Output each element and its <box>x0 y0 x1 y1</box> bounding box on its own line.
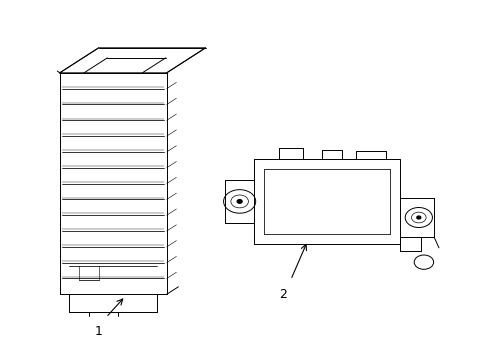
Text: 1: 1 <box>95 325 102 338</box>
Circle shape <box>416 216 420 219</box>
Circle shape <box>237 200 242 203</box>
Text: 2: 2 <box>279 288 287 301</box>
